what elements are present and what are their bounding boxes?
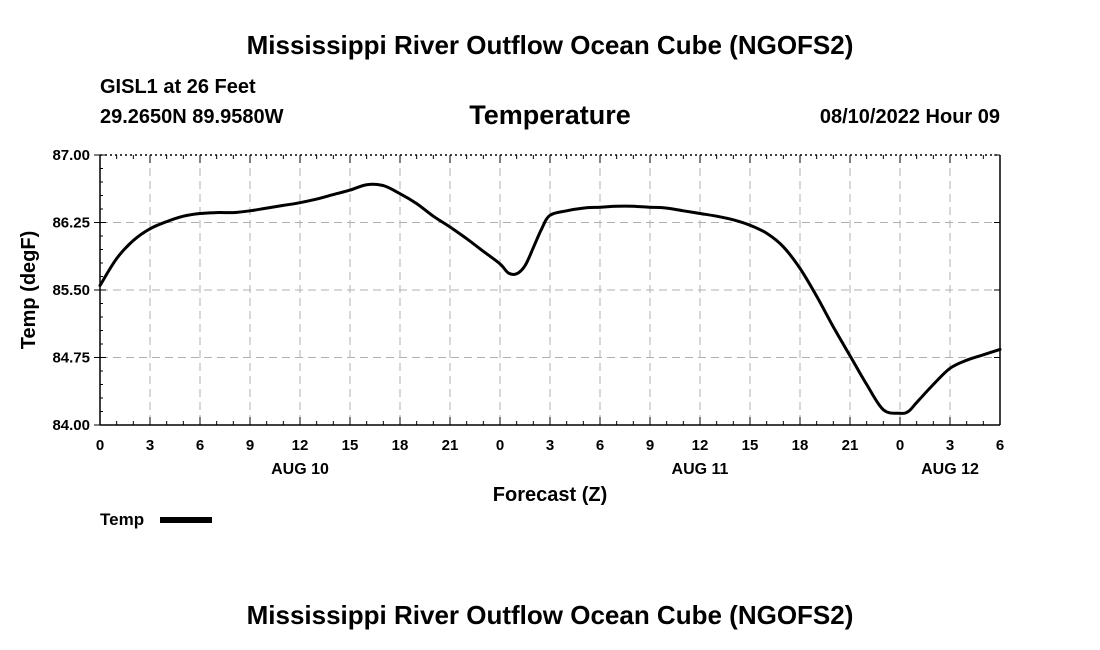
x-tick-label: 9 [646,437,654,454]
x-tick-label: 6 [196,437,204,454]
x-tick-label: 21 [442,437,459,454]
station-name: GISL1 at 26 Feet [100,76,256,98]
axes [94,154,1001,426]
x-tick-label: 3 [946,437,954,454]
x-tick-label: 3 [146,437,154,454]
x-date-label: AUG 11 [672,461,729,478]
variable-title: Temperature [469,100,631,130]
station-coordinates: 29.2650N 89.9580W [100,106,284,128]
series-line-temp [98,182,1002,415]
x-tick-label: 15 [342,437,359,454]
y-tick-label: 84.75 [52,350,90,367]
x-date-label: AUG 10 [271,461,329,478]
y-tick-label: 86.25 [52,215,90,232]
chart-title: Mississippi River Outflow Ocean Cube (NG… [246,30,854,60]
grid-lines [100,155,1000,425]
x-tick-label: 9 [246,437,254,454]
x-tick-label: 3 [546,437,554,454]
y-tick-label: 84.00 [52,417,90,434]
legend-label: Temp [100,510,145,529]
axis-labels: 0 3 6 9 12 15 18 21 0 3 6 9 12 15 18 21 0 3 6 AUG 10 AUG 11 A… [18,147,1004,506]
x-tick-label: 0 [496,437,504,454]
forecast-timestamp: 08/10/2022 Hour 09 [819,106,1000,128]
legend-swatch [160,517,212,523]
series-layer [98,182,1002,415]
x-tick-label: 0 [96,437,104,454]
x-tick-label: 0 [896,437,904,454]
x-tick-label: 21 [842,437,859,454]
y-tick-label: 87.00 [52,147,90,164]
x-tick-label: 12 [292,437,309,454]
x-date-label: AUG 12 [921,461,979,478]
footer-title: Mississippi River Outflow Ocean Cube (NG… [246,600,854,630]
x-tick-label: 6 [996,437,1004,454]
x-tick-label: 6 [596,437,604,454]
x-tick-label: 18 [392,437,409,454]
x-tick-label: 15 [742,437,759,454]
y-axis-title: Temp (degF) [18,231,40,350]
x-tick-label: 12 [692,437,709,454]
x-axis-title: Forecast (Z) [493,484,607,506]
y-tick-label: 85.50 [52,282,90,299]
x-tick-label: 18 [792,437,809,454]
